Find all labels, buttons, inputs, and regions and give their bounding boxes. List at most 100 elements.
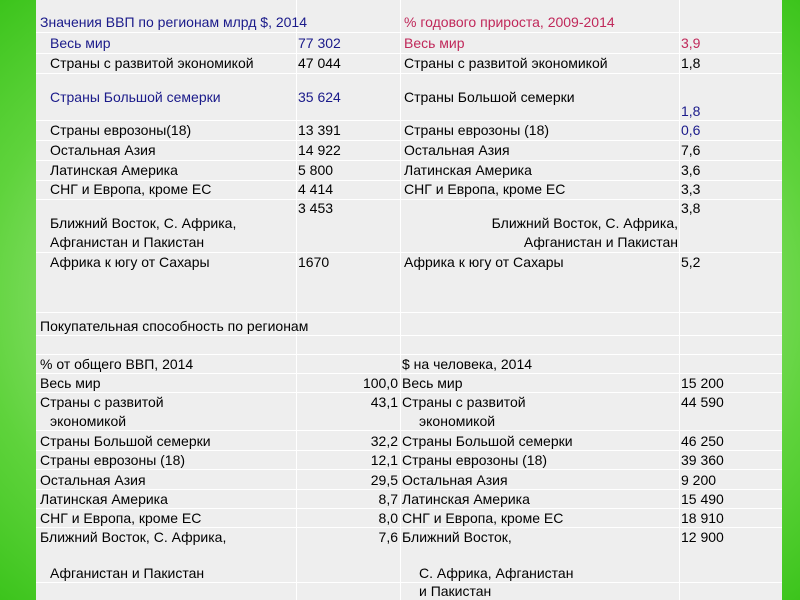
ppp-region-name-2: Страны Большой семерки (402, 433, 573, 449)
column-divider (400, 0, 401, 600)
gdp-header-right: % годового прироста, 2009-2014 (404, 14, 615, 30)
table-row (36, 120, 782, 141)
gdp-growth-region-name: Афганистан и Пакистан (523, 234, 678, 250)
ppp-section-title: Покупательная способность по регионам (40, 318, 309, 334)
table-row (36, 312, 782, 336)
ppp-region-name-2: Весь мир (402, 375, 463, 391)
table-row (36, 450, 782, 470)
ppp-region-name-2: Остальная Азия (402, 472, 508, 488)
table-row (36, 140, 782, 161)
gdp-growth-value: 3,9 (681, 35, 701, 51)
gdp-value: 77 302 (298, 35, 341, 51)
ppp-pct-value: 43,1 (370, 394, 398, 410)
table-row (36, 508, 782, 528)
column-divider (296, 0, 297, 600)
gdp-region-name: Африка к югу от Сахары (50, 254, 210, 270)
ppp-per-capita-value: 15 490 (681, 491, 724, 507)
gdp-growth-region-name: Ближний Восток, С. Африка, (491, 215, 678, 231)
gdp-value: 3 453 (298, 200, 334, 216)
gdp-growth-value: 1,8 (681, 103, 701, 119)
gdp-region-name: Ближний Восток, С. Африка, (50, 215, 237, 231)
ppp-region-name: Ближний Восток, С. Африка, (40, 529, 227, 545)
ppp-region-name: Остальная Азия (40, 472, 146, 488)
ppp-per-capita-value: 46 250 (681, 433, 724, 449)
gdp-growth-value: 3,8 (681, 200, 701, 216)
gdp-growth-region-name: Весь мир (404, 35, 465, 51)
table-row (36, 0, 782, 33)
gdp-growth-value: 5,2 (681, 254, 701, 270)
ppp-region-name: экономикой (50, 413, 127, 429)
ppp-pct-value: 7,6 (378, 529, 398, 545)
ppp-region-name-2: Страны с развитой (402, 394, 526, 410)
gdp-value: 47 044 (298, 55, 341, 71)
gdp-growth-region-name: Страны Большой семерки (404, 89, 575, 105)
gdp-region-name: Страны Большой семерки (50, 89, 221, 105)
table-row (36, 252, 782, 313)
gdp-value: 1670 (298, 254, 330, 270)
table-row (36, 354, 782, 374)
ppp-region-name-2: экономикой (419, 413, 496, 429)
table-row (36, 527, 782, 583)
ppp-region-name: Латинская Америка (40, 491, 168, 507)
ppp-region-name: Афганистан и Пакистан (50, 565, 205, 581)
ppp-region-name-2: Страны еврозоны (18) (402, 452, 548, 468)
ppp-pct-value: 8,7 (378, 491, 398, 507)
gdp-value: 5 800 (298, 162, 334, 178)
table-row (36, 160, 782, 181)
ppp-per-capita-value: 15 200 (681, 375, 724, 391)
ppp-region-name-2: и Пакистан (419, 583, 492, 599)
table-row (36, 199, 782, 253)
ppp-region-name: Страны еврозоны (18) (40, 452, 186, 468)
ppp-region-name: Весь мир (40, 375, 101, 391)
ppp-region-name-2: С. Африка, Афганистан (419, 565, 574, 581)
table-row (36, 53, 782, 74)
table-row (36, 392, 782, 431)
gdp-growth-region-name: Остальная Азия (404, 142, 510, 158)
gdp-region-name: Весь мир (50, 35, 111, 51)
gdp-region-name: СНГ и Европа, кроме ЕС (50, 181, 212, 197)
gdp-region-name: Латинская Америка (50, 162, 178, 178)
ppp-region-name: СНГ и Европа, кроме ЕС (40, 510, 202, 526)
gdp-growth-region-name: Африка к югу от Сахары (404, 254, 564, 270)
table-row (36, 32, 782, 54)
ppp-header-left: % от общего ВВП, 2014 (40, 356, 194, 372)
gdp-growth-value: 1,8 (681, 55, 701, 71)
ppp-per-capita-value: 39 360 (681, 452, 724, 468)
table-row (36, 489, 782, 509)
gdp-growth-region-name: Латинская Америка (404, 162, 532, 178)
gdp-region-name: Страны еврозоны(18) (50, 122, 192, 138)
gdp-region-name: Остальная Азия (50, 142, 156, 158)
ppp-region-name-2: Ближний Восток, (402, 529, 512, 545)
ppp-per-capita-value: 9 200 (681, 472, 717, 488)
ppp-header-right: $ на человека, 2014 (402, 356, 533, 372)
ppp-region-name: Страны с развитой (40, 394, 164, 410)
gdp-value: 13 391 (298, 122, 341, 138)
gdp-header-left: Значения ВВП по регионам млрд $, 2014 (40, 14, 307, 30)
ppp-region-name-2: Латинская Америка (402, 491, 530, 507)
ppp-pct-value: 100,0 (362, 375, 398, 391)
table-row (36, 373, 782, 393)
table-row (36, 73, 782, 121)
table-row (36, 180, 782, 200)
gdp-growth-value: 0,6 (681, 122, 701, 138)
gdp-growth-value: 3,3 (681, 181, 701, 197)
gdp-value: 35 624 (298, 89, 341, 105)
gdp-region-name: Страны с развитой экономикой (50, 55, 254, 71)
gdp-growth-region-name: Страны с развитой экономикой (404, 55, 608, 71)
gdp-growth-region-name: Страны еврозоны (18) (404, 122, 550, 138)
gdp-growth-value: 7,6 (681, 142, 701, 158)
gdp-growth-value: 3,6 (681, 162, 701, 178)
ppp-pct-value: 32,2 (370, 433, 398, 449)
table-row (36, 335, 782, 355)
ppp-pct-value: 29,5 (370, 472, 398, 488)
ppp-pct-value: 12,1 (370, 452, 398, 468)
ppp-per-capita-value: 18 910 (681, 510, 724, 526)
ppp-region-name: Страны Большой семерки (40, 433, 211, 449)
table-row (36, 469, 782, 490)
ppp-pct-value: 8,0 (378, 510, 398, 526)
column-divider (679, 0, 680, 600)
spreadsheet: Значения ВВП по регионам млрд $, 2014 % … (36, 0, 782, 600)
gdp-region-name: Афганистан и Пакистан (50, 234, 205, 250)
table-row (36, 430, 782, 451)
gdp-value: 4 414 (298, 181, 334, 197)
